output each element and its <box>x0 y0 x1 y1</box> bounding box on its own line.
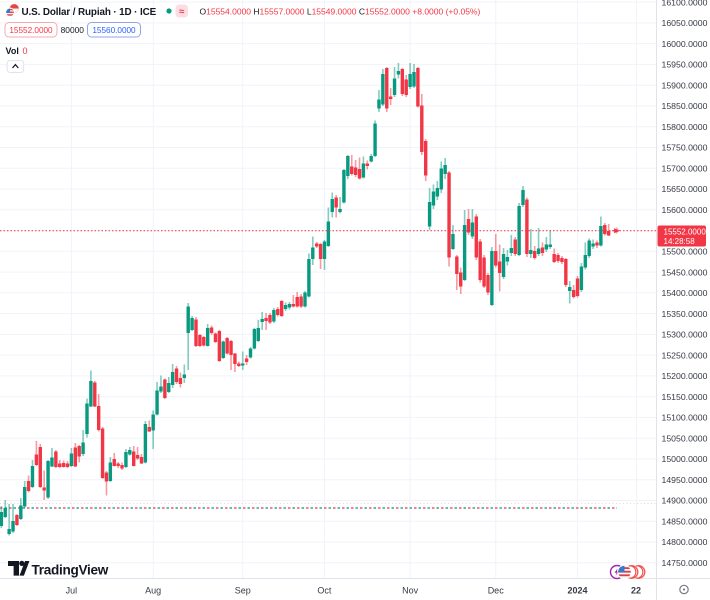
svg-text:O15554.0000 H15557.0000 L15549: O15554.0000 H15557.0000 L15549.0000 C155… <box>200 6 481 16</box>
svg-text:15300.0000: 15300.0000 <box>662 330 708 340</box>
svg-text:22: 22 <box>631 585 641 595</box>
svg-text:15552.0000: 15552.0000 <box>9 26 53 35</box>
svg-text:15000.0000: 15000.0000 <box>662 454 708 464</box>
svg-text:15050.0000: 15050.0000 <box>662 433 708 443</box>
svg-text:0: 0 <box>23 46 28 56</box>
svg-text:Oct: Oct <box>317 585 332 595</box>
svg-text:15552.0000: 15552.0000 <box>664 227 707 236</box>
svg-text:Dec: Dec <box>488 585 505 595</box>
svg-text:Nov: Nov <box>402 585 419 595</box>
svg-text:15750.0000: 15750.0000 <box>662 143 708 153</box>
svg-text:15900.0000: 15900.0000 <box>662 80 708 90</box>
svg-text:≈: ≈ <box>179 6 185 17</box>
svg-text:15150.0000: 15150.0000 <box>662 392 708 402</box>
svg-text:16000.0000: 16000.0000 <box>662 39 708 49</box>
svg-text:15800.0000: 15800.0000 <box>662 122 708 132</box>
svg-text:15100.0000: 15100.0000 <box>662 413 708 423</box>
svg-text:15200.0000: 15200.0000 <box>662 371 708 381</box>
svg-text:15600.0000: 15600.0000 <box>662 205 708 215</box>
svg-text:14950.0000: 14950.0000 <box>662 475 708 485</box>
svg-text:15350.0000: 15350.0000 <box>662 309 708 319</box>
svg-text:15560.0000: 15560.0000 <box>92 26 136 35</box>
svg-text:Aug: Aug <box>145 585 161 595</box>
svg-text:U.S. Dollar / Rupiah · 1D · IC: U.S. Dollar / Rupiah · 1D · ICE <box>22 7 157 18</box>
svg-text:16050.0000: 16050.0000 <box>662 18 708 28</box>
svg-text:Vol: Vol <box>6 46 19 56</box>
svg-text:15250.0000: 15250.0000 <box>662 350 708 360</box>
svg-text:Sep: Sep <box>235 585 251 595</box>
svg-text:14900.0000: 14900.0000 <box>662 496 708 506</box>
svg-text:16100.0000: 16100.0000 <box>662 0 708 7</box>
svg-text:80000: 80000 <box>61 25 85 35</box>
svg-text:14800.0000: 14800.0000 <box>662 537 708 547</box>
svg-text:15950.0000: 15950.0000 <box>662 60 708 70</box>
svg-text:15500.0000: 15500.0000 <box>662 247 708 257</box>
svg-text:14:28:58: 14:28:58 <box>664 237 696 246</box>
svg-text:Jul: Jul <box>66 585 78 595</box>
svg-text:15700.0000: 15700.0000 <box>662 163 708 173</box>
svg-text:15400.0000: 15400.0000 <box>662 288 708 298</box>
svg-text:15850.0000: 15850.0000 <box>662 101 708 111</box>
svg-text:14850.0000: 14850.0000 <box>662 516 708 526</box>
svg-text:2024: 2024 <box>567 585 587 595</box>
svg-text:15450.0000: 15450.0000 <box>662 267 708 277</box>
svg-text:15650.0000: 15650.0000 <box>662 184 708 194</box>
svg-text:TradingView: TradingView <box>32 563 109 578</box>
svg-text:14750.0000: 14750.0000 <box>662 558 708 568</box>
